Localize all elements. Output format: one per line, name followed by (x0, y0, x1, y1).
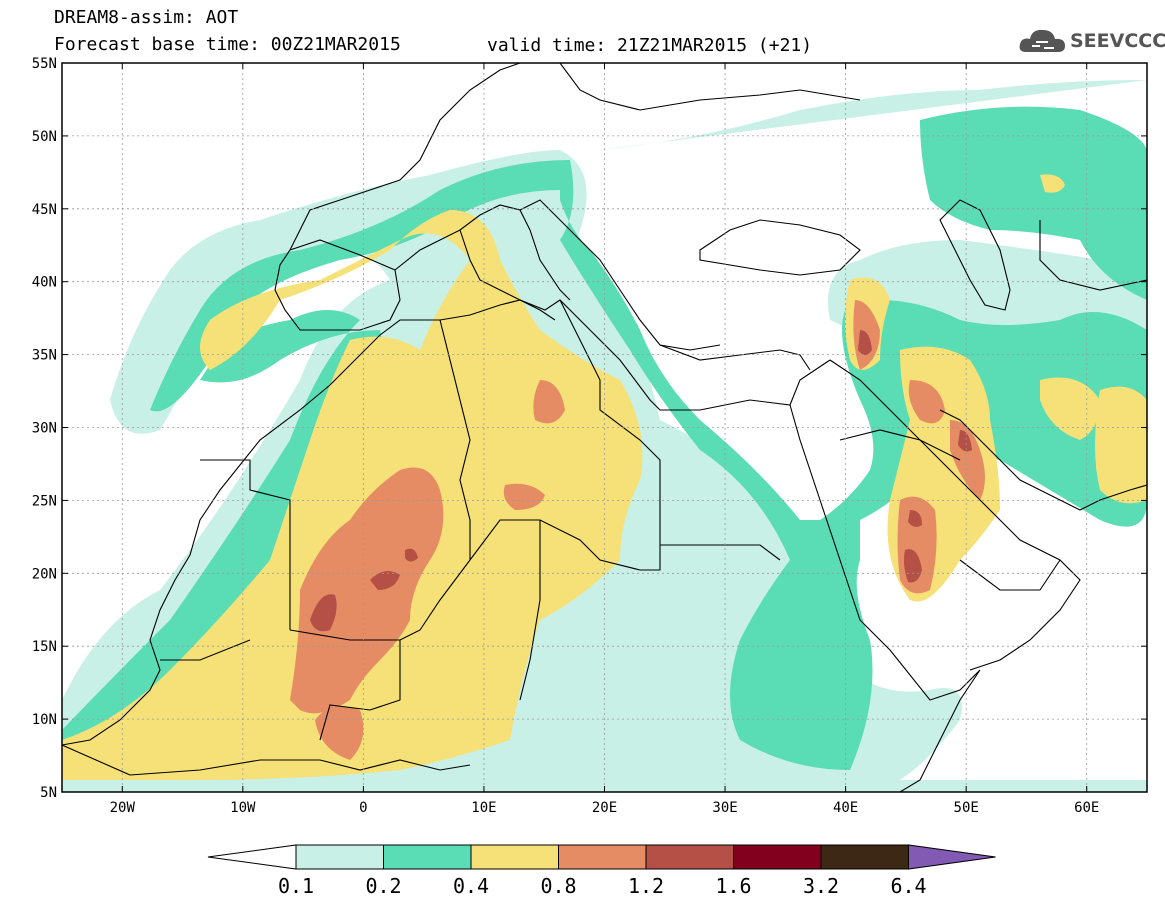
valid-time-label: valid time: 21Z21MAR2015 (+21) (487, 35, 813, 56)
lon-label: 10E (471, 800, 496, 816)
colorbar-label: 1.2 (628, 874, 664, 898)
lat-label: 15N (32, 639, 57, 655)
latitude-labels: 55N 50N 45N 40N 35N 30N 25N 20N 15N 10N 5N (32, 56, 1147, 801)
colorbar-swatch (295, 844, 384, 870)
colorbar-label: 0.1 (278, 874, 314, 898)
lon-label: 20W (110, 800, 136, 816)
longitude-labels: 20W 10W 0 10E 20E 30E 40E 50E 60E (110, 63, 1099, 816)
lon-label: 60E (1074, 800, 1099, 816)
lat-label: 35N (32, 348, 57, 364)
colorbar-arrow-high (908, 844, 996, 870)
aot-field (62, 80, 1147, 792)
cloud-icon (1019, 29, 1065, 52)
colorbar-swatch (820, 844, 909, 870)
lat-label: 55N (32, 56, 57, 72)
lon-label: 50E (954, 800, 979, 816)
colorbar-swatch (733, 844, 822, 870)
lat-label: 50N (32, 129, 57, 145)
map-title: DREAM8-assim: AOT (54, 7, 239, 28)
coastlines-and-borders (62, 63, 1147, 792)
lat-label: 30N (32, 421, 57, 437)
colorbar-arrow-low (207, 844, 297, 870)
colorbar-swatch (645, 844, 734, 870)
lon-label: 10W (230, 800, 256, 816)
lon-label: 40E (833, 800, 858, 816)
colorbar-swatch (470, 844, 559, 870)
colorbar-label: 0.8 (540, 874, 576, 898)
colorbar-label: 0.2 (365, 874, 401, 898)
base-time-label: Forecast base time: 00Z21MAR2015 (54, 34, 401, 55)
colorbar-swatch (383, 844, 472, 870)
lat-label: 5N (40, 785, 57, 801)
colorbar-swatch (558, 844, 647, 870)
lat-label: 20N (32, 566, 57, 582)
lat-label: 10N (32, 712, 57, 728)
lon-label: 30E (712, 800, 737, 816)
colorbar-label: 0.4 (453, 874, 489, 898)
colorbar: 0.1 0.2 0.4 0.8 1.2 1.6 3.2 6.4 (207, 844, 996, 898)
lon-label: 0 (359, 800, 367, 816)
lon-label: 20E (592, 800, 617, 816)
lat-label: 45N (32, 202, 57, 218)
lat-label: 40N (32, 275, 57, 291)
colorbar-label: 3.2 (803, 874, 839, 898)
logo-text: SEEVCCC (1070, 30, 1165, 52)
seevccc-logo: SEEVCCC (1018, 24, 1165, 58)
colorbar-label: 6.4 (890, 874, 926, 898)
colorbar-label: 1.6 (715, 874, 751, 898)
lat-label: 25N (32, 493, 57, 509)
aot-band-1.2 (310, 330, 972, 632)
map-gridlines (62, 63, 1147, 792)
